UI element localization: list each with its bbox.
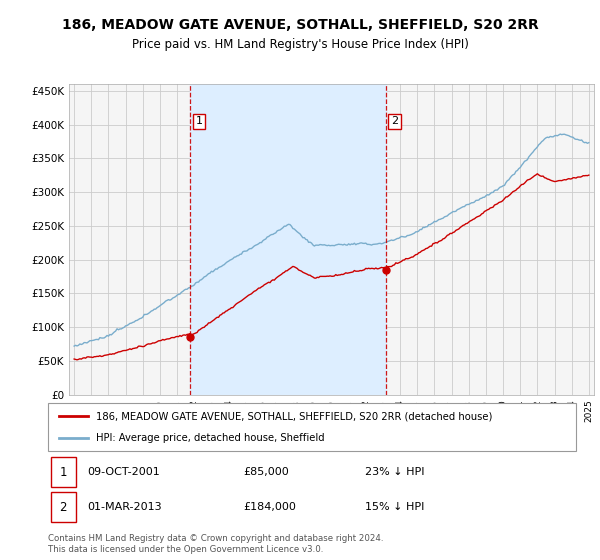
Text: £85,000: £85,000 xyxy=(244,467,289,477)
FancyBboxPatch shape xyxy=(50,457,76,487)
Text: 1: 1 xyxy=(196,116,203,127)
Text: This data is licensed under the Open Government Licence v3.0.: This data is licensed under the Open Gov… xyxy=(48,545,323,554)
Text: 15% ↓ HPI: 15% ↓ HPI xyxy=(365,502,424,512)
Text: 01-MAR-2013: 01-MAR-2013 xyxy=(88,502,162,512)
Text: £184,000: £184,000 xyxy=(244,502,296,512)
Bar xyxy=(190,84,386,395)
Text: 09-OCT-2001: 09-OCT-2001 xyxy=(88,467,160,477)
Text: 186, MEADOW GATE AVENUE, SOTHALL, SHEFFIELD, S20 2RR: 186, MEADOW GATE AVENUE, SOTHALL, SHEFFI… xyxy=(62,18,538,32)
Text: 1: 1 xyxy=(59,465,67,479)
Text: Contains HM Land Registry data © Crown copyright and database right 2024.: Contains HM Land Registry data © Crown c… xyxy=(48,534,383,543)
Text: 186, MEADOW GATE AVENUE, SOTHALL, SHEFFIELD, S20 2RR (detached house): 186, MEADOW GATE AVENUE, SOTHALL, SHEFFI… xyxy=(95,411,492,421)
FancyBboxPatch shape xyxy=(48,403,576,451)
Text: Price paid vs. HM Land Registry's House Price Index (HPI): Price paid vs. HM Land Registry's House … xyxy=(131,38,469,51)
Text: HPI: Average price, detached house, Sheffield: HPI: Average price, detached house, Shef… xyxy=(95,433,324,443)
Text: 23% ↓ HPI: 23% ↓ HPI xyxy=(365,467,424,477)
Text: 2: 2 xyxy=(59,501,67,514)
FancyBboxPatch shape xyxy=(50,492,76,522)
Text: 2: 2 xyxy=(391,116,398,127)
